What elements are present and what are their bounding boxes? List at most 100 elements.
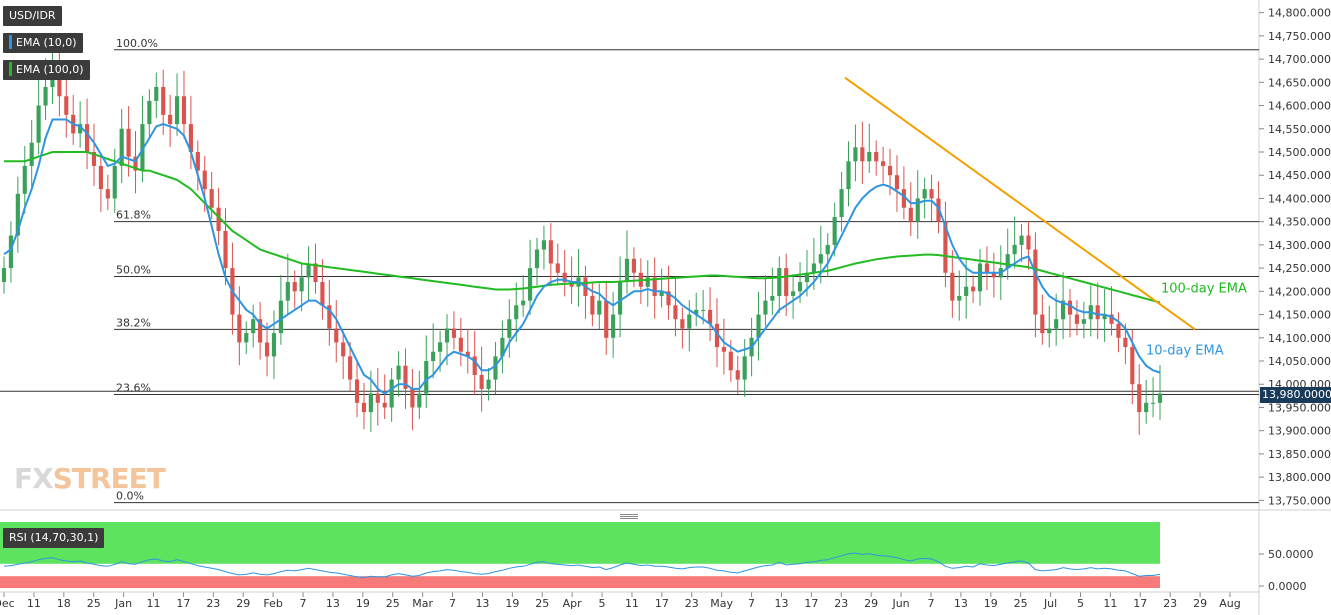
resistance-trendline [844,76,1196,331]
candle-body [444,328,450,343]
candle-body [285,282,290,301]
candle-body [223,230,228,269]
x-tick-label: 25 [87,597,101,610]
candle-body [216,207,221,231]
candle-body [91,151,97,166]
candle-body [154,86,159,101]
y-tick-label: 14,150.0000 [1268,309,1331,322]
candle-body [887,165,893,176]
candle-body [244,333,249,343]
candle-body [15,193,20,236]
x-tick-label: 29 [1193,597,1207,610]
x-tick-label: 5 [599,597,606,610]
y-tick-label: 14,250.0000 [1268,262,1331,275]
candle-body [548,240,553,264]
candle-body [714,323,720,348]
candle-body [1151,402,1156,404]
candle-body [188,124,193,152]
y-tick-label: 13,850.0000 [1268,448,1331,461]
rsi-tag[interactable]: RSI (14,70,30,1) [3,528,105,548]
candle-body [105,189,110,199]
candle-body [825,244,830,255]
x-tick-label: 11 [27,597,41,610]
time-axis: Dec 11 18 25 Jan 11 17 23 29 Feb 7 13 19 25 Mar 7 13 19 25… [0,591,1259,610]
y-tick-label: 14,500.0000 [1268,146,1331,159]
candle-body [1095,305,1100,320]
candle-body [860,147,865,162]
candle-body [555,263,560,273]
candle-body [403,365,408,389]
candle-body [112,165,117,199]
x-tick-label: 7 [449,597,456,610]
ema10-annotation: 10-day EMA [1146,343,1224,358]
candle-body [514,305,519,320]
y-tick-label: 14,450.0000 [1268,169,1331,182]
x-tick-label: Mar [412,597,433,610]
ema100-line [4,151,1161,304]
candle-body [313,263,318,283]
x-tick-label: 23 [834,597,848,610]
x-tick-label: 25 [386,597,400,610]
x-tick-label: Feb [263,597,282,610]
rsi-overbought-zone [0,522,1160,564]
candle-body [521,300,526,306]
x-tick-label: Jun [891,597,909,610]
y-tick-label: 13,950.0000 [1268,401,1331,414]
y-tick-label: 14,050.0000 [1268,355,1331,368]
candle-body [797,282,803,292]
x-tick-label: 19 [984,597,998,610]
candle-body [1040,314,1045,334]
rsi-label: RSI (14,70,30,1) [9,531,99,544]
candle-body [1019,235,1024,245]
candle-body [78,124,83,134]
ema100-tag[interactable]: EMA (100,0) [3,60,90,80]
candle-body [611,314,616,338]
candle-body [645,277,650,287]
fib-label: 50.0% [116,263,151,276]
candle-body [867,151,872,162]
candle-body [354,379,360,403]
ema100-annotation: 100-day EMA [1161,282,1247,297]
candle-body [1026,235,1031,250]
candle-body [424,361,429,394]
candle-body [770,295,775,301]
candle-body [271,333,277,357]
candle-body [161,86,166,115]
x-tick-label: 7 [927,597,934,610]
candle-body [922,189,927,199]
candle-body [1102,314,1107,320]
candle-body [977,263,983,292]
candle-body [1081,319,1086,324]
y-tick-label: 14,550.0000 [1268,123,1331,136]
candle-body [971,286,976,292]
candle-body [64,96,69,115]
x-tick-label: 13 [774,597,788,610]
candle-body [147,100,152,125]
candle-body [617,282,623,315]
x-tick-label: Jul [1043,597,1057,610]
candle-body [811,263,816,273]
candle-body [604,300,609,338]
candle-body [908,207,913,222]
fib-label: 61.8% [116,209,151,222]
fib-label: 23.6% [116,381,151,394]
candle-body [1144,402,1149,413]
candle-body [258,319,263,343]
symbol-tag[interactable]: USD/IDR [3,6,62,26]
candle-body [901,189,906,208]
candle-body [119,128,124,166]
candle-body [320,282,325,306]
candle-body [29,142,34,166]
candle-body [1061,300,1066,320]
fib-label: 100.0% [116,37,158,50]
pane-splitter-handle[interactable] [620,513,638,519]
candle-body [804,272,810,283]
candle-body [839,189,844,218]
ema10-tag[interactable]: EMA (10,0) [3,33,83,53]
candle-body [832,217,837,245]
candle-body [361,402,367,413]
y-tick-label: 14,100.0000 [1268,332,1331,345]
y-tick-label: 13,750.0000 [1268,494,1331,507]
candle-body [728,351,733,371]
